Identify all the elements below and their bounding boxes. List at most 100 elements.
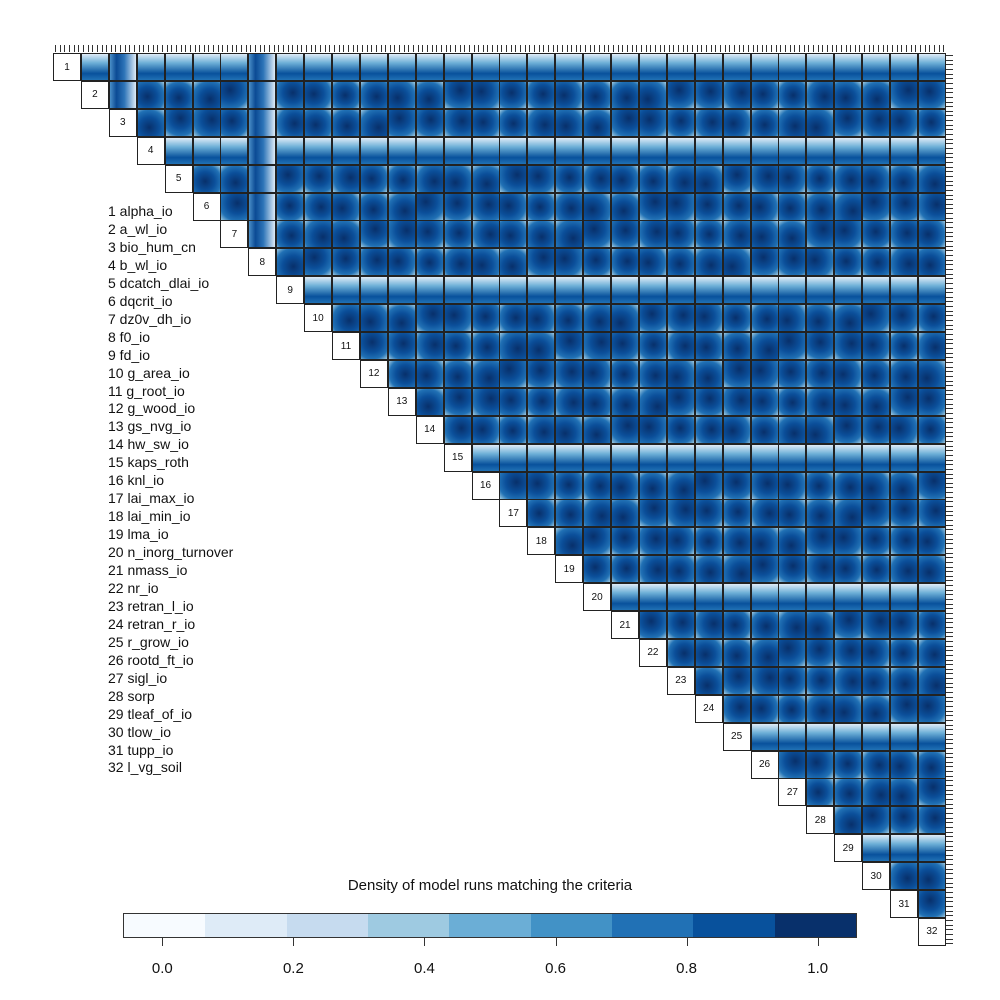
axis-tick [115,45,117,52]
axis-tick [222,45,224,52]
axis-tick [938,45,940,52]
density-panel [415,332,444,360]
density-panel [527,108,556,137]
axis-tick [659,45,661,52]
axis-tick [945,794,953,796]
density-panel [694,471,723,500]
diagonal-label: 9 [276,276,305,305]
density-panel [806,527,835,556]
axis-tick [945,292,953,294]
axis-tick [129,45,131,52]
density-panel [890,806,918,835]
axis-tick [945,752,953,754]
axis-tick [945,822,953,824]
density-panel [527,53,556,81]
density-panel [276,192,305,221]
axis-tick [945,464,953,466]
density-panel [917,862,946,891]
axis-tick [189,45,191,52]
axis-tick [315,45,317,52]
density-panel [638,611,667,639]
axis-tick [945,185,953,187]
density-panel [192,53,221,81]
axis-tick [945,622,953,624]
axis-tick [143,45,145,52]
density-panel [332,108,360,137]
diagonal-label: 21 [611,611,639,639]
density-panel [555,304,584,333]
axis-tick [747,45,749,52]
colorbar-tick [817,938,819,946]
density-panel [862,192,891,221]
axis-tick [945,692,953,694]
density-panel [638,471,667,500]
density-panel [750,583,779,612]
density-panel [722,80,751,109]
density-panel [862,359,891,388]
density-panel [527,387,556,416]
variable-label: 6 dqcrit_io [108,292,173,309]
density-panel [527,192,556,221]
density-panel [527,220,556,249]
density-panel [499,53,528,81]
density-panel [443,164,472,193]
axis-tick [692,45,694,52]
axis-tick [403,45,405,52]
axis-tick [729,45,731,52]
variable-label: 4 b_wl_io [108,256,168,273]
colorbar-swatch [205,914,287,937]
density-panel [220,192,249,221]
density-panel [611,304,639,333]
density-panel [862,694,891,723]
axis-tick [945,682,953,684]
axis-tick [520,45,521,52]
density-panel [917,750,946,779]
axis-tick [273,45,275,52]
axis-tick [945,152,953,154]
density-panel [638,415,667,444]
density-panel [722,220,751,249]
axis-tick [854,45,856,52]
axis-tick [945,664,953,666]
density-panel [778,332,807,360]
density-panel [890,359,918,388]
axis-tick [945,157,953,159]
density-panel [583,332,612,360]
density-panel [834,248,863,277]
axis-tick [757,45,759,52]
axis-tick [945,594,953,596]
density-panel [834,415,863,444]
density-panel [304,80,333,109]
axis-tick [945,654,953,656]
density-panel [387,276,416,305]
density-panel [806,499,835,528]
axis-tick [945,417,953,419]
density-panel [890,415,918,444]
density-panel [499,80,528,109]
axis-tick [724,45,726,52]
axis-tick [945,454,953,456]
density-panel [555,443,584,472]
axis-tick [492,45,494,52]
density-panel [359,164,388,193]
density-panel [862,583,891,612]
density-panel [750,387,779,416]
axis-tick [645,45,647,52]
density-panel [611,276,639,305]
density-panel [638,276,667,305]
axis-tick [171,45,173,52]
axis-tick [945,766,953,768]
axis-tick [945,864,953,866]
axis-tick [945,631,953,633]
density-panel [694,583,723,612]
density-panel [471,359,500,388]
variable-label: 25 r_grow_io [108,633,189,650]
density-panel [890,80,918,109]
density-panel [722,694,751,723]
density-panel [136,80,165,109]
axis-tick [945,636,953,638]
axis-tick [175,45,177,52]
density-panel [694,611,723,639]
axis-tick [124,45,126,52]
density-panel [917,80,946,109]
